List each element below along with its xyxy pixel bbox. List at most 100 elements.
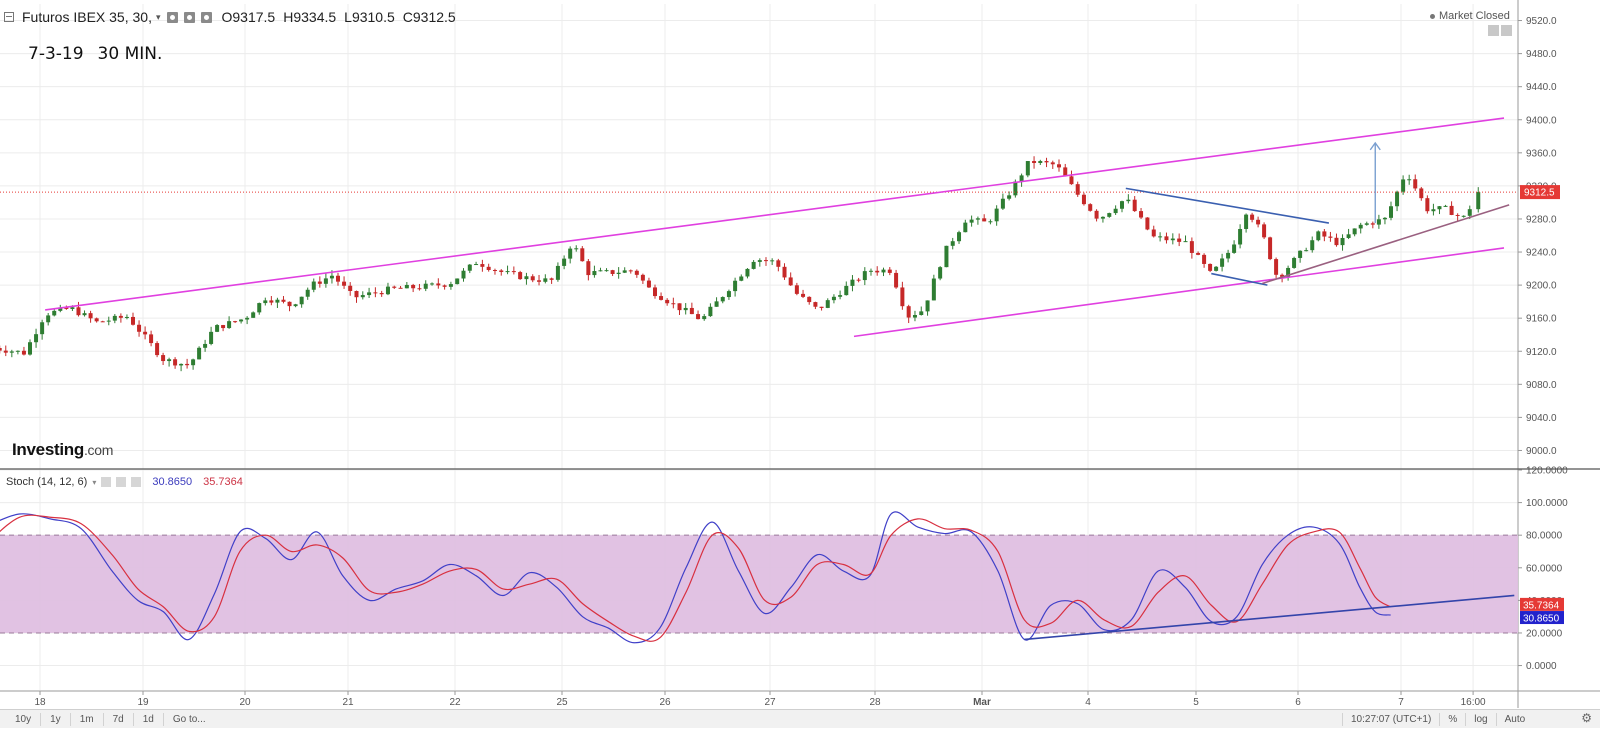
time-tick-label: 20 [239, 697, 251, 708]
candle [1437, 205, 1442, 215]
visibility-icon[interactable] [101, 477, 112, 487]
candle-body [592, 271, 597, 276]
candle-body [299, 296, 304, 305]
candle [1449, 201, 1454, 216]
candle [1189, 237, 1194, 259]
candle-body [1461, 215, 1466, 217]
candle [1170, 233, 1175, 245]
settings-icon[interactable] [183, 11, 195, 23]
candle-body [100, 321, 105, 323]
candle [1139, 208, 1144, 219]
candle [1407, 174, 1412, 185]
candle-body [15, 350, 20, 352]
candle [1401, 175, 1406, 195]
timeframe-10y[interactable]: 10y [6, 713, 42, 726]
candle [1322, 228, 1327, 242]
candle [293, 303, 298, 308]
time-tick-label: 26 [659, 697, 671, 708]
candle [94, 317, 99, 323]
candle [191, 358, 196, 370]
candle [1232, 240, 1237, 254]
candle [305, 287, 310, 300]
time-tick-label: 27 [764, 697, 776, 708]
timeframe-1d[interactable]: 1d [134, 713, 164, 726]
candle-body [788, 277, 793, 286]
candle-body [227, 321, 232, 329]
candle-body [1280, 274, 1285, 277]
candle [912, 310, 917, 322]
candle-body [963, 222, 968, 233]
candle [1256, 216, 1261, 228]
candle [1262, 222, 1267, 240]
time-tick-label: 21 [342, 697, 354, 708]
collapse-icon[interactable] [4, 12, 14, 22]
trendline-channel-upper [45, 117, 1505, 311]
remove-icon[interactable] [200, 11, 212, 23]
price-tick-label: 9360.0 [1526, 148, 1557, 159]
candle-body [628, 270, 633, 272]
candle-body [1132, 199, 1137, 212]
candle-body [1328, 236, 1333, 238]
candle [1007, 191, 1012, 201]
candle [76, 301, 81, 317]
remove-icon[interactable] [131, 477, 142, 487]
candle-body [367, 292, 372, 296]
candle [1395, 190, 1400, 212]
candle-body [1032, 161, 1037, 163]
scale-buttons [1488, 25, 1512, 36]
timeframe-7d[interactable]: 7d [104, 713, 134, 726]
candle-body [969, 219, 974, 223]
candle [720, 296, 725, 304]
indicator-label[interactable]: Stoch (14, 12, 6) [6, 476, 88, 488]
candle-body [1220, 258, 1225, 267]
candle-body [21, 350, 26, 355]
annotation-note: 7-3-19 30 MIN. [28, 44, 162, 64]
timeframe-buttons: 10y 1y 1m 7d 1d Go to... [6, 713, 215, 726]
symbol-title[interactable]: Futuros IBEX 35, 30, [22, 9, 152, 25]
candle [173, 357, 178, 369]
timeframe-1m[interactable]: 1m [71, 713, 104, 726]
candle [1063, 163, 1068, 177]
chevron-down-icon[interactable]: ▾ [155, 11, 161, 22]
candle [233, 320, 238, 324]
candle [683, 303, 688, 315]
goto-button[interactable]: Go to... [172, 714, 206, 725]
gear-icon[interactable]: ⚙ [1581, 711, 1592, 725]
trendline-pattern-lower [1211, 272, 1268, 286]
candle-body [1057, 164, 1062, 168]
candle-body [708, 306, 713, 317]
scale-up-icon[interactable] [1488, 25, 1499, 36]
candle [745, 268, 750, 279]
candle [1050, 160, 1055, 169]
stoch-tick-label: 20.0000 [1526, 628, 1563, 639]
time-tick-label: 6 [1295, 697, 1301, 708]
stoch-tick-label: 0.0000 [1526, 661, 1557, 672]
candle [1431, 203, 1436, 216]
candle [887, 267, 892, 276]
market-status-label: Market Closed [1439, 10, 1510, 22]
chevron-down-icon[interactable]: ▾ [92, 477, 97, 487]
settings-icon[interactable] [116, 477, 127, 487]
visibility-icon[interactable] [166, 11, 178, 23]
log-button[interactable]: log [1465, 713, 1495, 726]
candle-body [957, 232, 962, 242]
candle-body [622, 270, 627, 273]
candle [819, 306, 824, 311]
auto-button[interactable]: Auto [1495, 713, 1534, 726]
percent-button[interactable]: % [1439, 713, 1465, 726]
timeframe-1y[interactable]: 1y [41, 713, 71, 726]
candle-body [404, 284, 409, 289]
candle-body [1334, 237, 1339, 246]
candle-body [480, 264, 485, 267]
candle [1214, 266, 1219, 272]
candle-body [894, 272, 899, 288]
stoch-tick-label: 80.0000 [1526, 531, 1563, 542]
candle [263, 297, 268, 306]
candle-body [1244, 214, 1249, 229]
candle-body [209, 331, 214, 344]
candle-body [329, 275, 334, 279]
candle [1476, 187, 1481, 213]
scale-down-icon[interactable] [1501, 25, 1512, 36]
candle-body [726, 291, 731, 298]
